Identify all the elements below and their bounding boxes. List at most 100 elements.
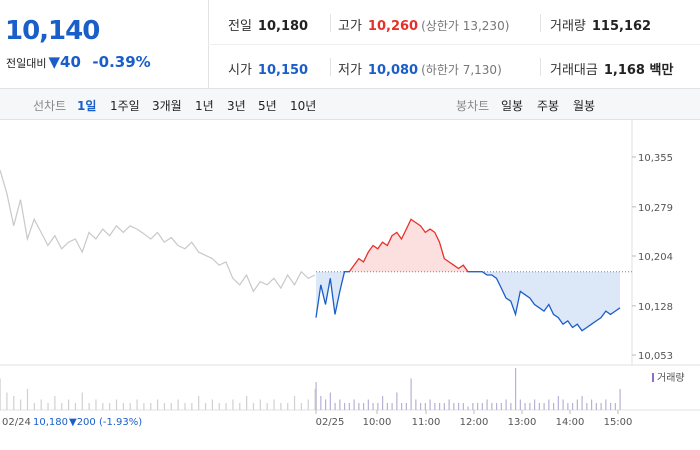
chart: 10,355 10,279 10,204 10,128 10,053 거래량 02/25 10… [0,120,700,428]
candle-tab[interactable]: 월봉 [573,99,596,113]
volume-bar [567,403,569,410]
volume-bar [614,403,616,410]
period-tab[interactable]: 3개월 [152,99,182,113]
change: ▼40 [48,53,81,71]
volume-bar [266,403,268,410]
volume-bar [74,403,77,410]
volume-bar [534,399,536,410]
volume-bar [325,399,327,410]
volume-bar [33,403,35,410]
period-tab[interactable]: 10년 [290,99,317,113]
volume-bar [553,403,555,410]
x-tick-label: 13:00 [508,417,537,428]
x-tick-label: 14:00 [556,417,585,428]
volume-bar [102,403,104,410]
volume-bar [150,403,152,410]
stat: 전일 10,180 [228,15,308,34]
volume-bar [95,399,97,410]
period-tab[interactable]: 1년 [195,99,214,113]
stat-label: 거래량 [550,19,586,34]
change-row: 전일대비 ▼40 -0.39% [6,53,151,71]
legend-label: 거래량 [657,372,685,384]
stat-label: 저가 [338,63,362,78]
volume-bar [372,403,374,410]
volume-bar [61,403,63,410]
volume-bar [448,399,450,410]
x-tick-label: 15:00 [604,417,633,428]
volume-bar [429,399,431,410]
volume-bar [67,399,70,410]
volume-bar [472,403,474,410]
volume-bar [529,403,531,410]
volume-bar [315,382,317,410]
volume-bar [562,399,564,410]
volume-bar [386,403,388,410]
volume-bar [88,403,90,410]
stat-label: 거래대금 [550,63,598,78]
volume-bar [26,389,29,410]
candle-tab[interactable]: 주봉 [537,99,560,113]
prev-close: 10,180 [33,417,68,428]
volume-bar [619,389,621,410]
volume-bar [543,403,545,410]
period-tab[interactable]: 3년 [227,99,246,113]
volume-bar [443,403,445,410]
volume-bar [13,396,15,410]
stat-value: 10,080 [367,63,419,78]
candle-tab[interactable]: 일봉 [501,99,524,113]
stat-value: 10,260 [367,19,419,34]
volume-bar [591,399,593,410]
volume-bar [586,403,588,410]
tab-label: 선차트 [33,99,67,113]
prev-date: 02/24 [2,417,31,428]
volume-bar [329,392,331,410]
stat-label: 고가 [338,19,362,34]
volume-bar [572,403,574,410]
volume-bar [467,406,469,410]
stat: 저가 10,080 (하한가 7,130) [338,59,502,78]
prev-change: ▼200 (-1.93%) [69,417,142,428]
volume-bar [344,403,346,410]
volume-bar [136,399,138,410]
period-tab[interactable]: 1일 [77,99,97,113]
y-tick-label: 10,204 [638,252,673,263]
y-tick-label: 10,053 [638,351,673,362]
volume-bar [458,403,460,410]
stat-note: (하한가 7,130) [421,63,502,77]
volume-bar [363,403,365,410]
volume-bar [225,403,227,410]
volume-bar [129,403,131,410]
volume-bar [300,403,303,410]
period-tab[interactable]: 5년 [258,99,277,113]
volume-bar [424,403,426,410]
volume-bar [481,403,483,410]
volume-bar [391,403,393,410]
volume-bar [204,403,207,410]
separator [540,14,541,32]
volume-bar [320,396,322,410]
volume-bar [232,399,234,410]
volume-bar [415,399,417,410]
volume-bar [382,396,384,410]
volume-bar [595,403,597,410]
separator [330,14,331,32]
volume-bar [434,403,436,410]
x-tick-label: 11:00 [412,417,441,428]
y-tick-label: 10,279 [638,203,673,214]
tab-label: 봉차트 [456,99,490,113]
volume-bar [524,403,526,410]
volume-bar [246,396,248,410]
volume-bar [420,403,422,410]
volume-bar [47,403,49,410]
volume-bar [0,378,1,410]
x-tick-label: 02/25 [316,417,345,428]
volume-bar [157,399,159,410]
stat-label: 시가 [228,63,252,78]
volume-bar [410,378,412,410]
volume-bar [439,403,441,410]
volume-bar [115,399,118,410]
volume-bar [191,403,193,410]
volume-bar [184,403,186,410]
period-tab[interactable]: 1주일 [110,99,140,113]
